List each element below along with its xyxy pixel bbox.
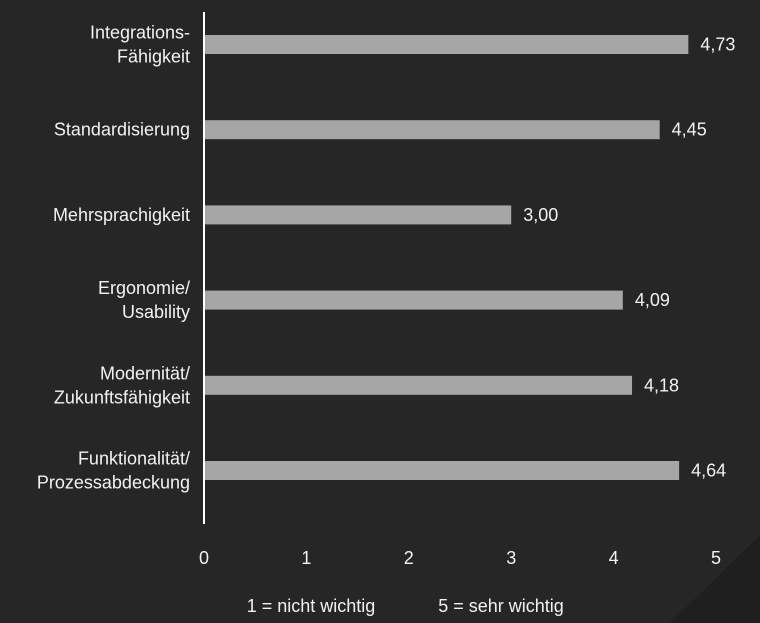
category-label: Zukunftsfähigkeit bbox=[54, 387, 190, 407]
footnote: 1 = nicht wichtig 5 = sehr wichtig bbox=[247, 596, 564, 616]
category-label: Standardisierung bbox=[54, 120, 190, 140]
x-tick-label: 3 bbox=[506, 548, 516, 568]
bar bbox=[205, 461, 680, 480]
category-label: Ergonomie/ bbox=[98, 278, 190, 298]
bar-value-label: 4,73 bbox=[700, 35, 735, 55]
bar bbox=[205, 35, 689, 54]
value-labels-group: 4,73 4,45 3,00 4,09 4,18 4,64 bbox=[523, 35, 735, 481]
footnote-scale-high: 5 = sehr wichtig bbox=[438, 596, 564, 616]
x-tick-label: 2 bbox=[404, 548, 414, 568]
category-label: Funktionalität/ bbox=[78, 449, 190, 469]
category-label: Fähigkeit bbox=[117, 47, 190, 67]
x-tick-label: 5 bbox=[711, 548, 721, 568]
bars-group bbox=[205, 35, 689, 480]
bar-value-label: 4,64 bbox=[691, 461, 726, 481]
bar-value-label: 4,18 bbox=[644, 375, 679, 395]
x-tick-label: 4 bbox=[609, 548, 619, 568]
category-label: Usability bbox=[122, 302, 190, 322]
category-label: Integrations- bbox=[90, 23, 190, 43]
bar bbox=[205, 205, 512, 225]
bar-value-label: 3,00 bbox=[523, 205, 558, 225]
category-labels-group: Integrations- Fähigkeit Standardisierung Me… bbox=[37, 23, 190, 493]
bar bbox=[205, 375, 633, 395]
x-tick-label: 0 bbox=[199, 548, 209, 568]
bar bbox=[205, 120, 660, 140]
bar-value-label: 4,45 bbox=[672, 120, 707, 140]
footnote-scale-low: 1 = nicht wichtig bbox=[247, 596, 376, 616]
category-label: Modernität/ bbox=[100, 363, 190, 383]
bar-value-label: 4,09 bbox=[635, 290, 670, 310]
bar bbox=[205, 290, 623, 310]
x-tick-labels-group: 0 1 2 3 4 5 bbox=[199, 548, 721, 568]
category-label: Mehrsprachigkeit bbox=[53, 205, 190, 225]
x-tick-label: 1 bbox=[301, 548, 311, 568]
category-label: Prozessabdeckung bbox=[37, 473, 190, 493]
